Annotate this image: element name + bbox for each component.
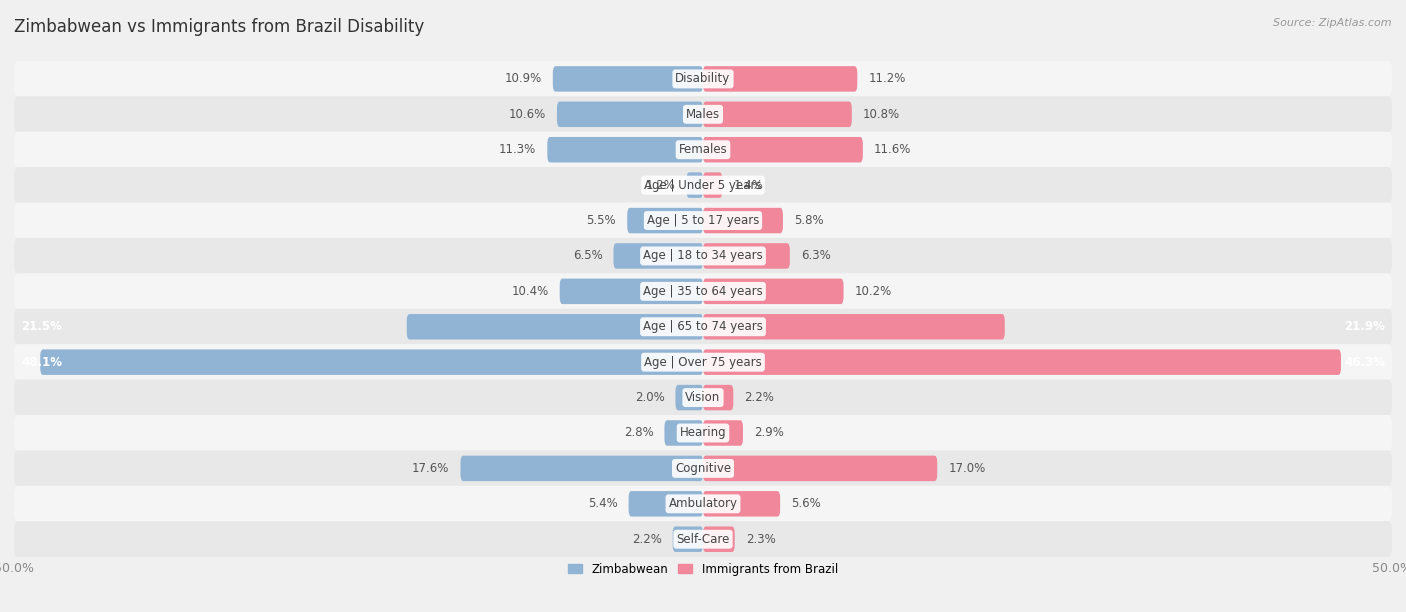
FancyBboxPatch shape [14, 344, 1392, 380]
FancyBboxPatch shape [406, 314, 703, 340]
FancyBboxPatch shape [14, 203, 1392, 239]
FancyBboxPatch shape [14, 486, 1392, 522]
FancyBboxPatch shape [675, 385, 703, 410]
FancyBboxPatch shape [560, 278, 703, 304]
Text: Age | Under 5 years: Age | Under 5 years [644, 179, 762, 192]
Text: 2.0%: 2.0% [634, 391, 665, 404]
Text: Disability: Disability [675, 72, 731, 86]
Text: 2.2%: 2.2% [744, 391, 775, 404]
FancyBboxPatch shape [14, 379, 1392, 416]
FancyBboxPatch shape [672, 526, 703, 552]
FancyBboxPatch shape [461, 456, 703, 481]
Text: 2.9%: 2.9% [754, 427, 785, 439]
Text: Source: ZipAtlas.com: Source: ZipAtlas.com [1274, 18, 1392, 28]
FancyBboxPatch shape [14, 450, 1392, 487]
Text: 17.0%: 17.0% [948, 462, 986, 475]
Text: 11.6%: 11.6% [875, 143, 911, 156]
Text: 46.3%: 46.3% [1344, 356, 1385, 368]
FancyBboxPatch shape [613, 243, 703, 269]
Text: Age | 65 to 74 years: Age | 65 to 74 years [643, 320, 763, 334]
FancyBboxPatch shape [703, 491, 780, 517]
Text: 1.2%: 1.2% [645, 179, 675, 192]
Text: 5.4%: 5.4% [588, 498, 617, 510]
Text: Self-Care: Self-Care [676, 532, 730, 546]
FancyBboxPatch shape [628, 491, 703, 517]
Text: Males: Males [686, 108, 720, 121]
Text: 11.2%: 11.2% [869, 72, 905, 86]
Legend: Zimbabwean, Immigrants from Brazil: Zimbabwean, Immigrants from Brazil [564, 558, 842, 581]
FancyBboxPatch shape [686, 173, 703, 198]
FancyBboxPatch shape [547, 137, 703, 162]
Text: Cognitive: Cognitive [675, 462, 731, 475]
Text: 17.6%: 17.6% [412, 462, 450, 475]
Text: Vision: Vision [685, 391, 721, 404]
Text: Age | 5 to 17 years: Age | 5 to 17 years [647, 214, 759, 227]
Text: 6.3%: 6.3% [801, 250, 831, 263]
Text: Age | 18 to 34 years: Age | 18 to 34 years [643, 250, 763, 263]
Text: 5.8%: 5.8% [794, 214, 824, 227]
FancyBboxPatch shape [14, 308, 1392, 345]
FancyBboxPatch shape [627, 208, 703, 233]
FancyBboxPatch shape [14, 167, 1392, 203]
FancyBboxPatch shape [553, 66, 703, 92]
Text: Ambulatory: Ambulatory [668, 498, 738, 510]
Text: 2.8%: 2.8% [624, 427, 654, 439]
Text: Age | Over 75 years: Age | Over 75 years [644, 356, 762, 368]
Text: Zimbabwean vs Immigrants from Brazil Disability: Zimbabwean vs Immigrants from Brazil Dis… [14, 18, 425, 36]
Text: 5.6%: 5.6% [792, 498, 821, 510]
Text: 5.5%: 5.5% [586, 214, 616, 227]
FancyBboxPatch shape [703, 526, 735, 552]
Text: Age | 35 to 64 years: Age | 35 to 64 years [643, 285, 763, 298]
FancyBboxPatch shape [14, 132, 1392, 168]
FancyBboxPatch shape [703, 314, 1005, 340]
FancyBboxPatch shape [557, 102, 703, 127]
Text: 10.6%: 10.6% [509, 108, 546, 121]
FancyBboxPatch shape [14, 238, 1392, 274]
FancyBboxPatch shape [14, 274, 1392, 310]
Text: 21.5%: 21.5% [21, 320, 62, 334]
Text: 11.3%: 11.3% [499, 143, 536, 156]
Text: Females: Females [679, 143, 727, 156]
Text: 48.1%: 48.1% [21, 356, 62, 368]
Text: 10.9%: 10.9% [505, 72, 541, 86]
FancyBboxPatch shape [14, 415, 1392, 451]
FancyBboxPatch shape [703, 173, 723, 198]
Text: 10.2%: 10.2% [855, 285, 891, 298]
FancyBboxPatch shape [703, 349, 1341, 375]
FancyBboxPatch shape [14, 521, 1392, 558]
Text: Hearing: Hearing [679, 427, 727, 439]
FancyBboxPatch shape [703, 66, 858, 92]
FancyBboxPatch shape [703, 137, 863, 162]
FancyBboxPatch shape [703, 420, 742, 446]
FancyBboxPatch shape [14, 96, 1392, 132]
FancyBboxPatch shape [41, 349, 703, 375]
Text: 10.4%: 10.4% [512, 285, 548, 298]
Text: 6.5%: 6.5% [572, 250, 602, 263]
FancyBboxPatch shape [703, 456, 938, 481]
Text: 21.9%: 21.9% [1344, 320, 1385, 334]
FancyBboxPatch shape [703, 243, 790, 269]
Text: 2.2%: 2.2% [631, 532, 662, 546]
Text: 2.3%: 2.3% [745, 532, 776, 546]
FancyBboxPatch shape [703, 278, 844, 304]
FancyBboxPatch shape [14, 61, 1392, 97]
Text: 1.4%: 1.4% [734, 179, 763, 192]
FancyBboxPatch shape [703, 385, 734, 410]
FancyBboxPatch shape [703, 102, 852, 127]
FancyBboxPatch shape [665, 420, 703, 446]
Text: 10.8%: 10.8% [863, 108, 900, 121]
FancyBboxPatch shape [703, 208, 783, 233]
